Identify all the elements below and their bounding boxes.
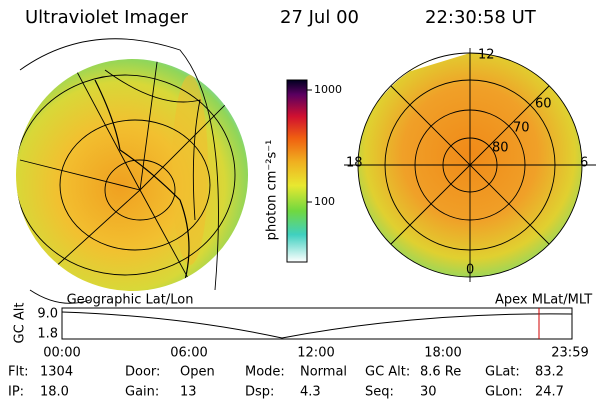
mlt-label: 18 [346,156,363,171]
time-tick-label: 06:00 [170,346,207,361]
status-value: Normal [300,365,347,380]
status-label: Dsp: [245,385,274,400]
status-value: 83.2 [535,365,564,380]
mlt-label: 12 [478,48,495,63]
altitude-tick-label: 1.8 [37,327,58,342]
left-map-label: Geographic Lat/Lon [67,293,194,308]
mlt-label: 0 [466,263,474,278]
status-value: 18.0 [40,385,69,400]
colorbar [286,79,308,263]
status-label: GLon: [485,385,523,400]
status-value: 8.6 Re [420,365,461,380]
status-label: GLat: [485,365,520,380]
status-label: GC Alt: [365,365,410,380]
colorbar-tick-label: 100 [314,195,335,208]
status-value: Open [180,365,215,380]
altitude-axis-label: GC Alt [13,303,28,344]
status-label: Gain: [125,385,159,400]
mlat-label: 60 [535,97,552,112]
status-value: 4.3 [300,385,321,400]
altitude-frame [61,307,573,340]
time-tick-label: 18:00 [424,346,461,361]
status-panel: Flt: 1304 Door: Open Mode: Normal GC Alt: 8.6 R… [8,365,564,400]
time: 22:30:58 UT [425,7,537,28]
mlat-label: 80 [492,141,509,156]
right-image [344,48,596,282]
altitude-curve [61,311,573,339]
left-image [16,38,248,304]
time-tick-label: 12:00 [297,346,334,361]
time-tick-label: 00:00 [43,346,80,361]
colorbar-label: photon cm⁻²s⁻¹ [265,140,280,241]
status-value: 1304 [40,365,73,380]
status-label: Flt: [8,365,29,380]
status-label: Door: [125,365,160,380]
status-label: Seq: [365,385,394,400]
date: 27 Jul 00 [280,7,359,28]
right-map-label: Apex MLat/MLT [495,293,592,308]
mlt-label: 6 [580,156,588,171]
title: Ultraviolet Imager [25,7,189,28]
colorbar-tick-label: 1000 [314,83,342,96]
status-value: 30 [420,385,437,400]
time-tick-label: 23:59 [551,346,588,361]
status-value: 13 [180,385,197,400]
status-value: 24.7 [535,385,564,400]
mlat-label: 70 [513,121,530,136]
status-label: IP: [8,385,24,400]
altitude-tick-label: 9.0 [37,307,58,322]
status-label: Mode: [245,365,285,380]
